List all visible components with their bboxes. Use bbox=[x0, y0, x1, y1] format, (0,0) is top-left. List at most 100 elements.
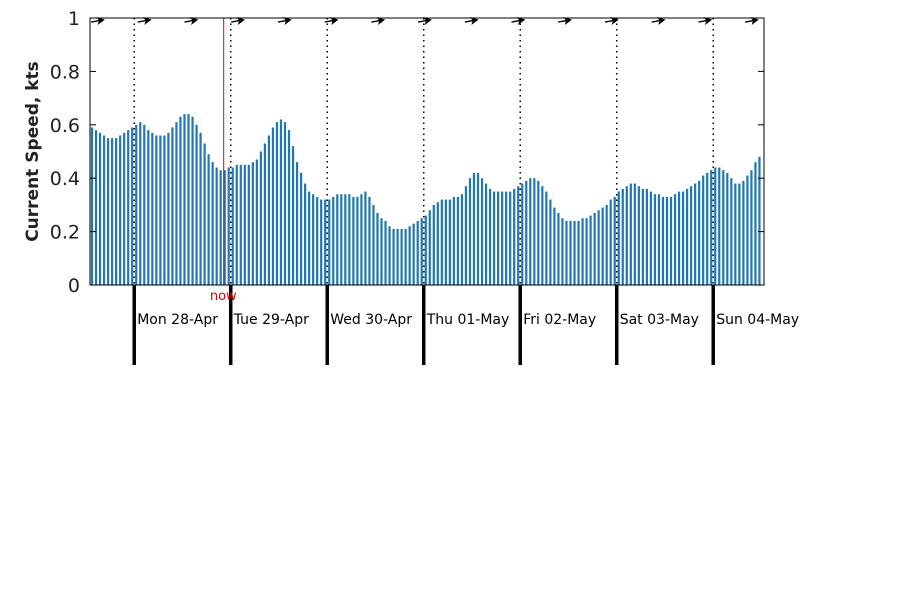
speed-bar bbox=[295, 162, 299, 285]
speed-bar bbox=[706, 172, 709, 285]
speed-bar bbox=[247, 164, 250, 285]
current-direction-arrow bbox=[651, 17, 666, 25]
speed-bar bbox=[480, 178, 484, 285]
speed-bar bbox=[227, 167, 230, 285]
current-direction-arrow bbox=[90, 17, 105, 25]
speed-bar bbox=[340, 194, 343, 285]
speed-bar bbox=[211, 162, 214, 285]
speed-bar bbox=[98, 132, 102, 285]
speed-bar bbox=[649, 191, 653, 285]
speed-bar bbox=[464, 186, 468, 285]
speed-bar bbox=[207, 154, 210, 285]
speed-bar bbox=[645, 188, 648, 285]
y-tick-label: 0.6 bbox=[50, 115, 80, 137]
y-tick-label: 0 bbox=[68, 275, 80, 297]
speed-bar bbox=[505, 191, 508, 285]
speed-bar bbox=[127, 130, 130, 285]
speed-bar bbox=[569, 220, 572, 285]
y-tick-label: 0.2 bbox=[50, 222, 80, 244]
speed-bar bbox=[199, 132, 202, 285]
speed-bar bbox=[488, 188, 492, 285]
speed-bar bbox=[621, 188, 624, 285]
speed-bar bbox=[203, 143, 206, 285]
speed-bar bbox=[90, 127, 94, 285]
speed-bar bbox=[360, 194, 363, 285]
speed-bar bbox=[565, 220, 568, 285]
current-direction-arrow bbox=[371, 17, 386, 25]
speed-bar bbox=[685, 188, 689, 285]
speed-bar bbox=[332, 196, 335, 285]
speed-bar bbox=[468, 178, 472, 285]
speed-bar bbox=[336, 194, 339, 285]
now-label: now bbox=[210, 289, 237, 304]
speed-bar bbox=[738, 183, 741, 285]
speed-bar bbox=[376, 212, 379, 285]
speed-bar bbox=[501, 191, 504, 285]
current-direction-arrow bbox=[744, 17, 759, 25]
speed-bar bbox=[750, 170, 753, 285]
speed-bar bbox=[299, 172, 303, 285]
speed-bar bbox=[557, 212, 560, 285]
speed-bar bbox=[428, 210, 431, 285]
speed-bar bbox=[525, 180, 528, 285]
speed-bar bbox=[472, 172, 476, 285]
speed-bar bbox=[661, 196, 665, 285]
speed-bar bbox=[629, 183, 632, 285]
speed-bar bbox=[139, 122, 142, 285]
speed-bar bbox=[219, 170, 222, 285]
speed-bar bbox=[577, 220, 580, 285]
speed-bar bbox=[710, 170, 713, 285]
speed-bar bbox=[758, 156, 761, 285]
speed-bar bbox=[537, 180, 540, 285]
y-axis-label: Current Speed, kts bbox=[23, 61, 43, 242]
speed-bar bbox=[702, 175, 705, 285]
current-direction-arrow bbox=[417, 17, 432, 25]
speed-bar bbox=[159, 135, 162, 285]
speed-bar bbox=[287, 130, 291, 285]
speed-bar bbox=[167, 132, 170, 285]
speed-bar bbox=[561, 218, 564, 285]
speed-bar bbox=[320, 199, 323, 285]
speed-bar bbox=[416, 220, 419, 285]
speed-bar bbox=[585, 218, 588, 285]
speed-bar bbox=[641, 188, 644, 285]
y-axis: 0 0.2 0.4 0.6 0.8 1 bbox=[50, 8, 764, 297]
current-direction-arrow bbox=[137, 17, 152, 25]
speed-bar bbox=[669, 196, 673, 285]
speed-bar bbox=[553, 207, 556, 285]
speed-bar bbox=[275, 122, 279, 285]
speed-bar bbox=[384, 220, 387, 285]
speed-bar bbox=[726, 172, 729, 285]
speed-bar bbox=[509, 191, 512, 285]
speed-bar bbox=[312, 194, 315, 285]
speed-bar bbox=[521, 183, 524, 285]
speed-bar bbox=[517, 186, 520, 285]
speed-bar bbox=[541, 186, 544, 285]
day-label: Wed 30-Apr bbox=[330, 312, 412, 328]
speed-bar bbox=[356, 196, 359, 285]
speed-bar bbox=[746, 175, 749, 285]
speed-bar bbox=[734, 183, 737, 285]
speed-bar bbox=[155, 135, 158, 285]
speed-bar bbox=[163, 135, 166, 285]
speed-bar bbox=[694, 183, 697, 285]
speed-bar bbox=[533, 178, 536, 285]
speed-bar bbox=[143, 124, 146, 285]
speed-bar bbox=[424, 215, 427, 285]
plot-frame bbox=[89, 17, 765, 286]
speed-bar bbox=[348, 194, 351, 285]
speed-bar bbox=[452, 196, 455, 285]
speed-bar bbox=[440, 199, 443, 285]
speed-bar bbox=[316, 196, 319, 285]
speed-bar bbox=[324, 199, 327, 285]
speed-bar bbox=[102, 135, 106, 285]
speed-bar bbox=[633, 183, 636, 285]
current-direction-arrow bbox=[231, 17, 245, 25]
speed-bar bbox=[681, 191, 685, 285]
speed-bar bbox=[718, 167, 721, 285]
current-direction-arrow bbox=[698, 17, 713, 25]
speed-bar bbox=[637, 186, 640, 285]
speed-bar bbox=[175, 122, 178, 285]
